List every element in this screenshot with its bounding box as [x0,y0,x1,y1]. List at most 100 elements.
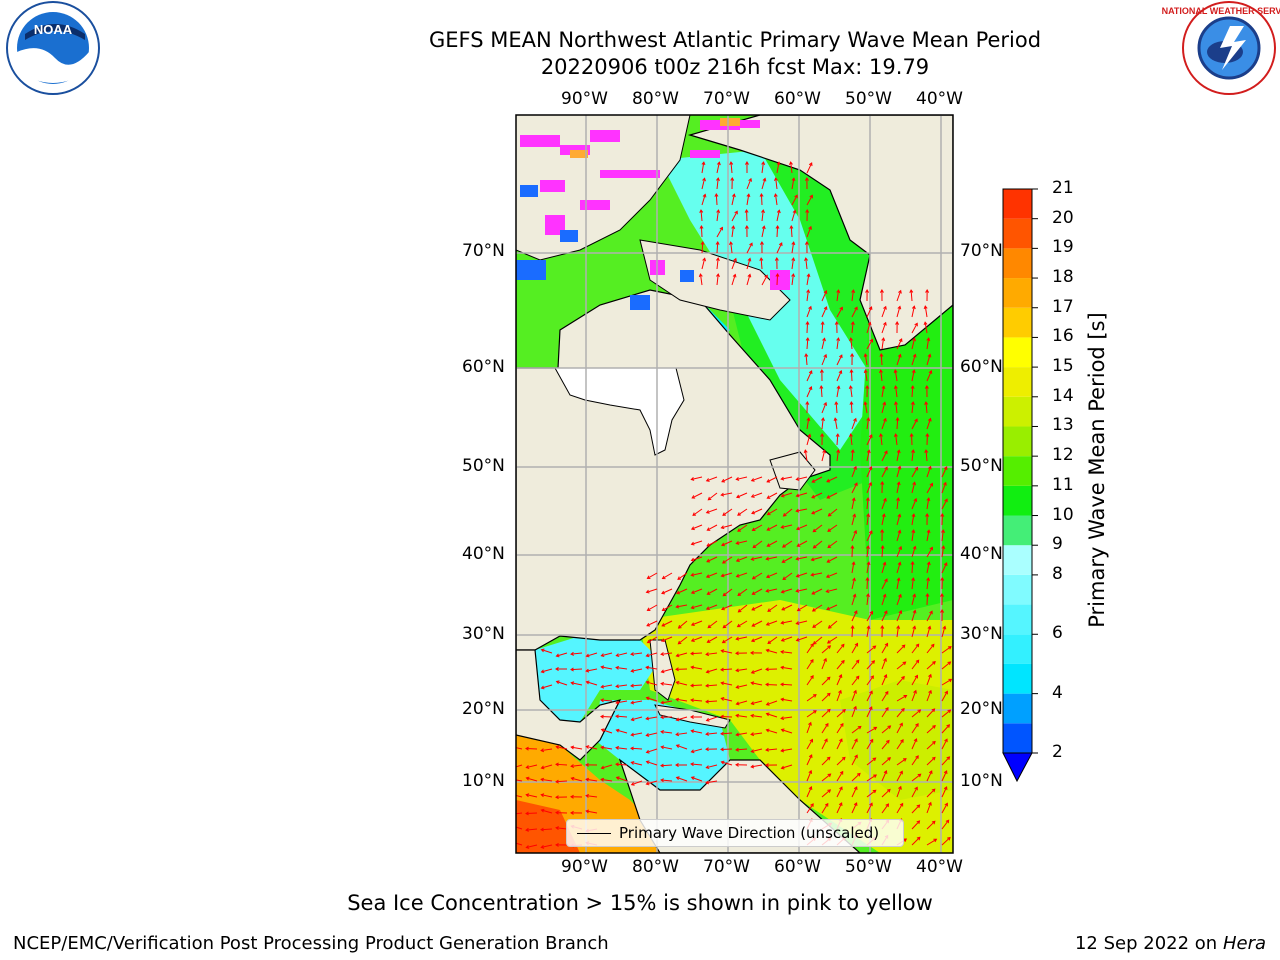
wave-arrow-head [804,257,808,262]
sea-ice-orange [570,118,740,158]
wave-arrow-head [930,643,935,648]
wave-arrow-head [825,722,829,727]
wave-arrow [677,572,688,580]
wave-arrow [926,593,929,606]
wave-arrow-head [744,225,749,229]
wave-arrow [851,466,857,478]
wave-arrow [761,162,764,174]
wave-arrow [541,764,553,769]
wave-arrow-head [690,715,694,720]
wave-arrow-head [851,497,856,502]
wave-arrow [601,728,613,734]
wave-arrow [866,562,870,574]
wave-arrow-head [826,676,831,681]
wave-arrow-head [807,433,812,438]
wave-arrow-head [927,465,932,470]
colorbar-tick-label: 9 [1052,534,1063,555]
wave-arrow [911,723,919,734]
wave-arrow [556,681,568,686]
wave-arrow-head [744,161,749,165]
wave-arrow [941,691,948,702]
wave-arrow-head [916,836,921,841]
chart-subtitle: 20220906 t00z 216h fcst Max: 19.79 [540,55,930,79]
wave-arrow-head [945,819,950,824]
wave-arrow [631,652,643,655]
wave-arrow-head [705,652,710,657]
wave-arrow [911,530,915,542]
wave-arrow-head [706,639,711,643]
wave-arrow-head [912,593,917,598]
wave-arrow [812,476,823,483]
x-tick-top: 70°W [703,89,750,109]
wave-arrow-head [690,605,695,610]
wave-arrow-head [855,675,860,680]
wave-arrow [630,684,643,687]
wave-arrow-head [737,608,742,613]
wave-arrow-head [827,528,832,532]
wave-arrow-head [690,776,695,780]
wave-arrow-head [880,481,885,485]
wave-arrow [661,746,673,750]
wave-arrow-head [866,593,870,598]
wave-arrow-head [884,578,888,583]
wave-arrow [926,644,935,654]
wave-arrow-head [675,653,680,658]
wave-arrow-head [850,449,855,453]
wave-arrow-head [646,607,651,611]
wave-arrow [925,449,928,462]
wave-arrow [836,690,842,702]
wave-arrow [797,540,808,547]
wave-arrow-head [525,845,530,849]
wave-arrow-head [805,337,810,341]
wave-arrow [911,561,914,574]
wave-arrow [646,716,658,720]
wave-arrow [526,844,538,849]
colorbar-tick-label: 19 [1052,237,1074,258]
map-frame [515,114,954,854]
wave-arrow-head [765,763,769,768]
wave-arrow-head [823,401,828,406]
wave-arrow-head [810,803,814,807]
y-tick-left: 20°N [462,699,505,719]
wave-arrow [926,741,936,750]
wave-direction-arrows [516,161,953,849]
wave-arrow-head [868,530,873,535]
wave-arrow-head [774,257,779,261]
wave-arrow-head [911,449,915,454]
wave-arrow-head [897,561,902,566]
wave-arrow [555,763,568,766]
wave-arrow-head [540,808,545,813]
wave-arrow [691,540,703,545]
wave-arrow [911,836,921,846]
wave-arrow-head [645,733,650,737]
wave-arrow [716,227,723,238]
wave-arrow [836,433,839,446]
wave-arrow-head [540,765,545,770]
wave-arrow-head [881,337,886,342]
wave-arrow [926,626,931,638]
wave-arrow [781,729,793,734]
wave-arrow [896,546,902,558]
wave-arrow-head [898,609,903,614]
wave-arrow-head [660,745,665,750]
wave-arrow-head [691,495,696,499]
wave-arrow [821,645,831,654]
wave-arrow-head [866,449,871,454]
wave-arrow-head [660,638,665,643]
wave-arrow-head [759,241,764,245]
wave-arrow [806,370,813,382]
wave-arrow [751,636,763,642]
wave-arrow-head [866,561,871,566]
wave-arrow [751,764,763,768]
wave-arrow-head [941,545,946,550]
wave-arrow [896,758,907,766]
wave-arrow-head [540,669,545,674]
wave-arrow-head [915,643,920,648]
wave-arrow [705,684,718,687]
wave-arrow [911,755,919,766]
wave-arrow-head [540,648,545,653]
wave-arrow-head [630,732,635,737]
wave-arrow [895,434,898,446]
wave-arrow-head [781,544,786,548]
wave-arrow-head [720,714,724,719]
